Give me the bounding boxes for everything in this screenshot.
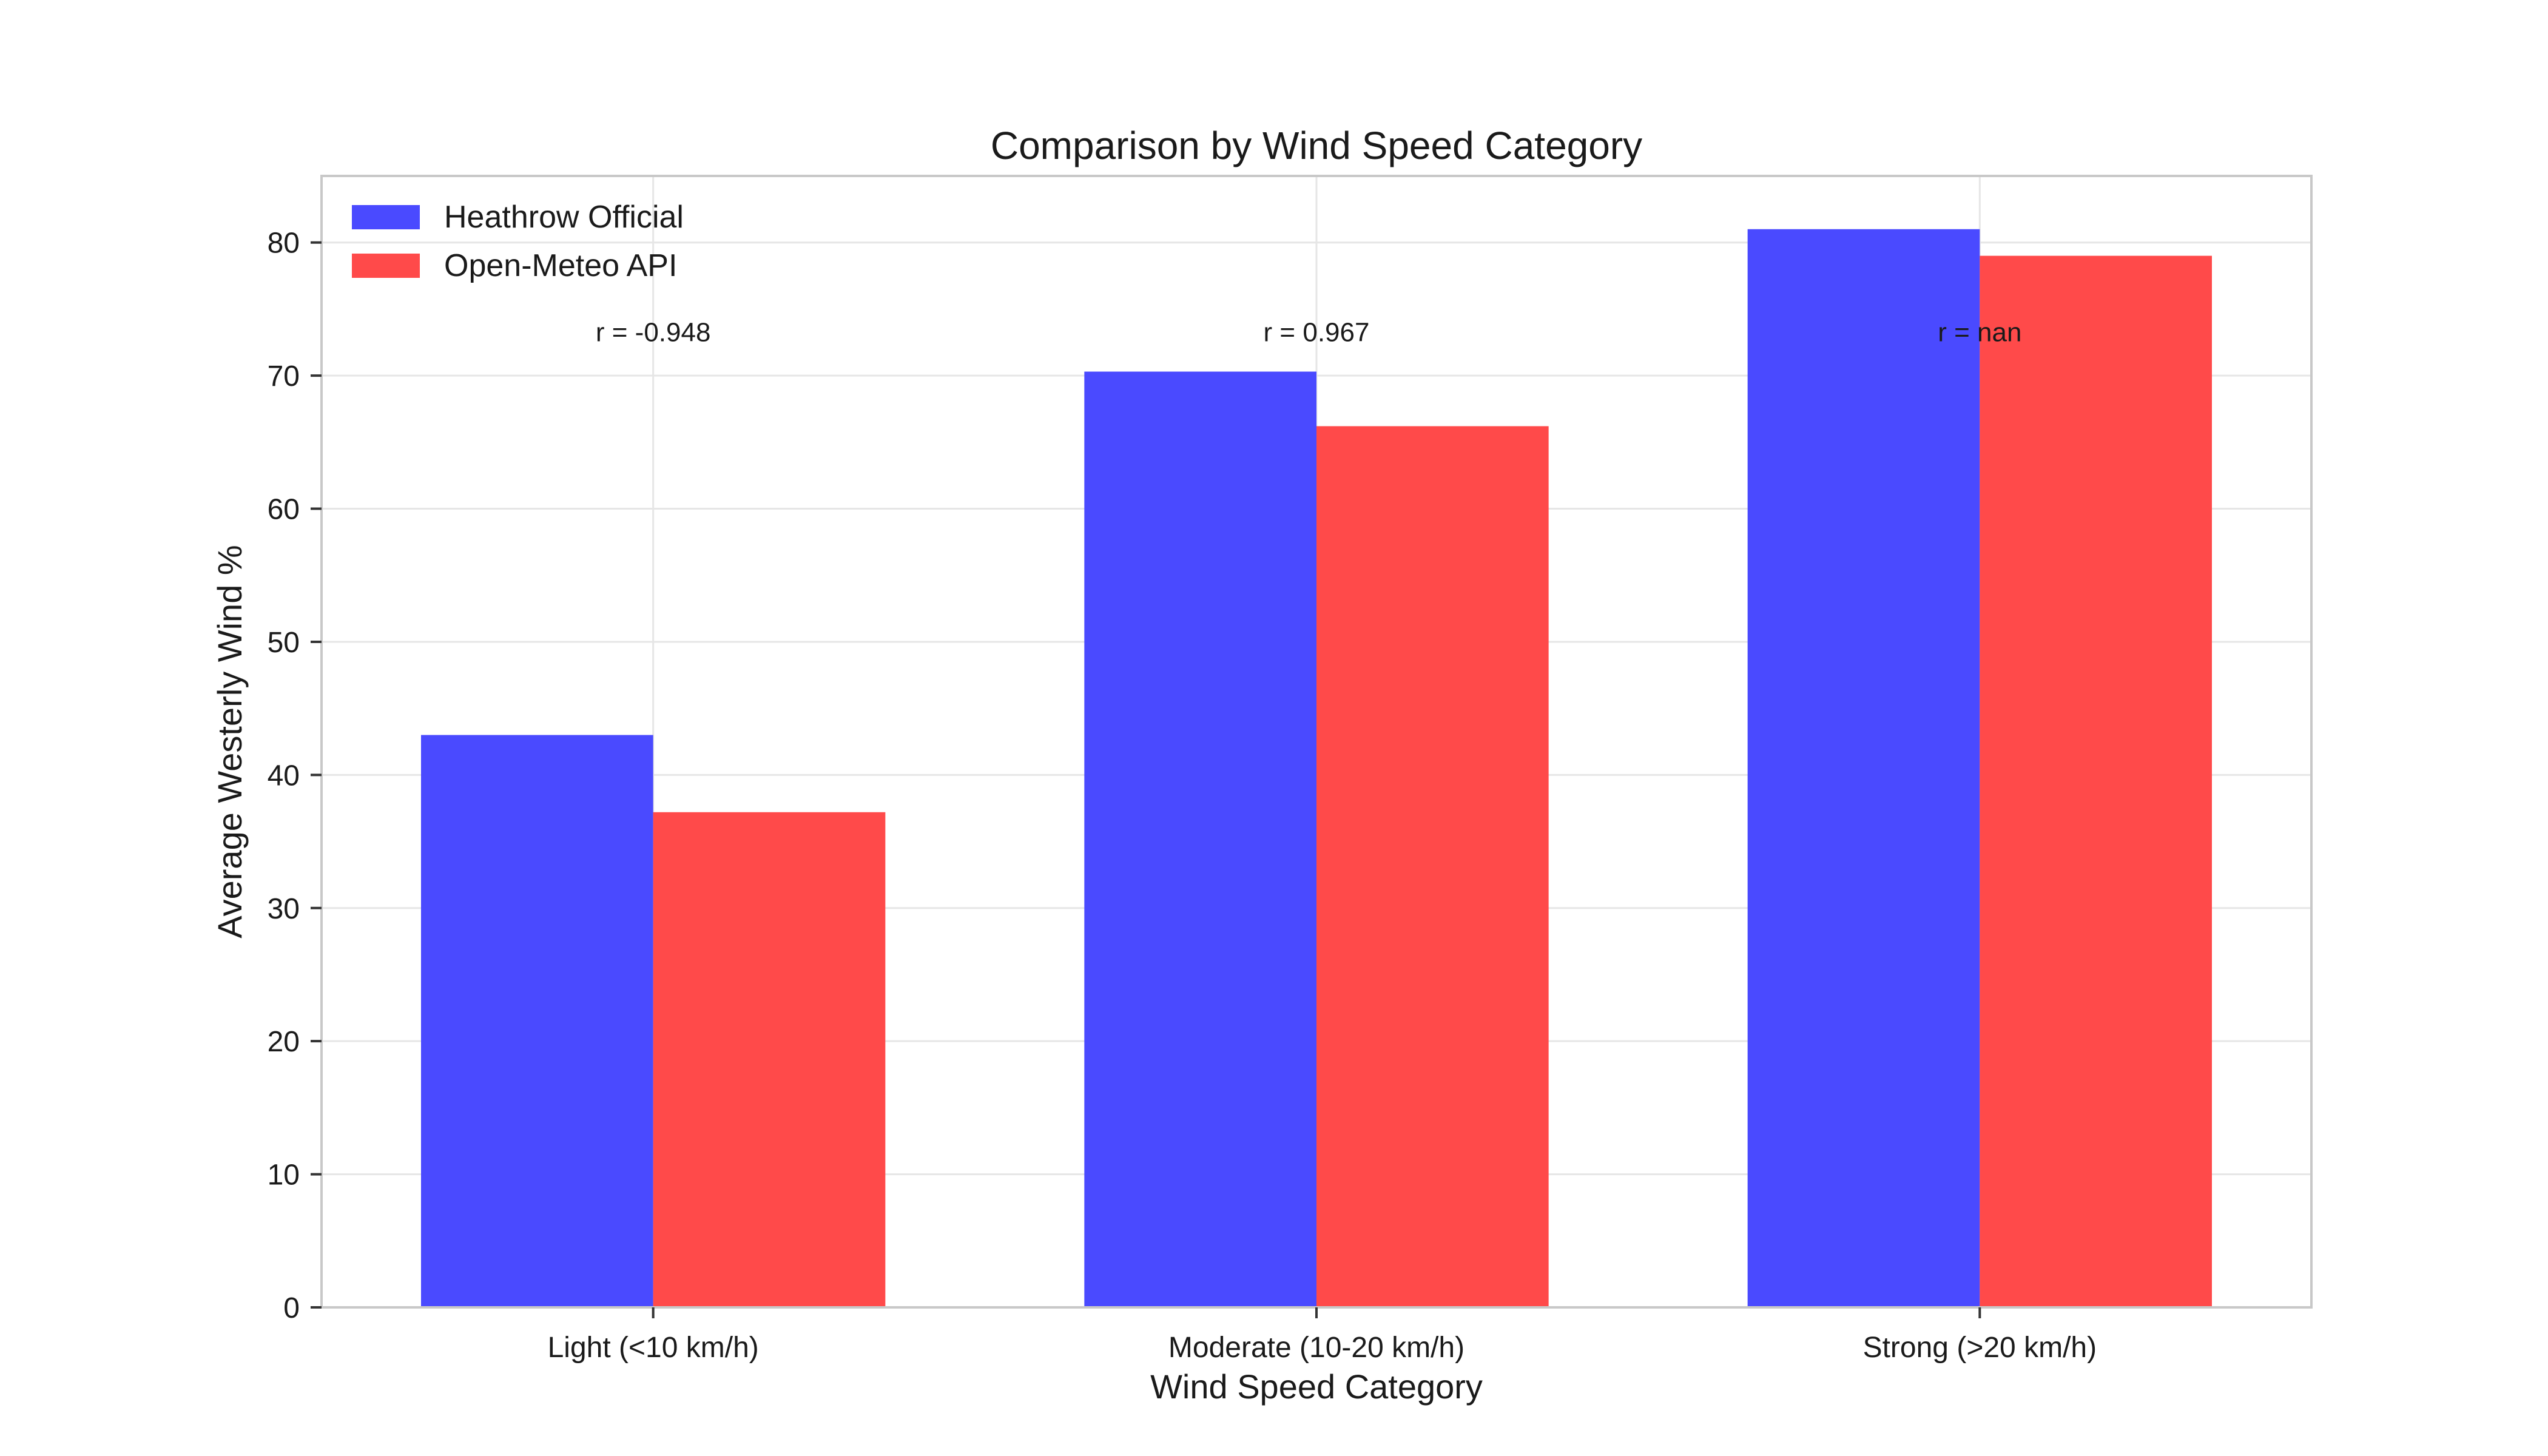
y-tick-label: 30 — [268, 893, 300, 925]
legend: Heathrow Official Open-Meteo API — [352, 200, 684, 283]
bar-open-meteo — [1316, 426, 1549, 1307]
bar-heathrow — [1747, 229, 1980, 1308]
bar-heathrow — [421, 735, 653, 1307]
correlation-annotations: r = -0.948 r = 0.967 r = nan — [596, 318, 2022, 348]
y-tick-label: 60 — [268, 494, 300, 526]
x-tick-label: Light (<10 km/h) — [548, 1332, 759, 1364]
bar-open-meteo — [1980, 255, 2212, 1307]
y-tick-label: 40 — [268, 760, 300, 792]
y-tick-label: 80 — [268, 228, 300, 260]
bar-heathrow — [1084, 371, 1316, 1307]
correlation-label: r = -0.948 — [596, 318, 711, 348]
bars — [421, 229, 2212, 1308]
y-tick-label: 0 — [283, 1292, 300, 1324]
correlation-label: r = nan — [1938, 318, 2021, 348]
y-axis-label: Average Westerly Wind % — [211, 545, 249, 938]
legend-swatch — [352, 205, 420, 229]
x-tick-label: Moderate (10-20 km/h) — [1168, 1332, 1464, 1364]
y-tick-label: 20 — [268, 1026, 300, 1058]
chart-title: Comparison by Wind Speed Category — [991, 124, 1642, 167]
y-tick-label: 70 — [268, 360, 300, 393]
x-tick-label: Strong (>20 km/h) — [1863, 1332, 2097, 1364]
x-axis-label: Wind Speed Category — [1150, 1367, 1483, 1406]
axis-ticks: 0 10 20 30 40 50 60 70 80 Light (<10 km/h) Moderat… — [268, 228, 2097, 1364]
y-tick-label: 50 — [268, 627, 300, 659]
legend-label: Heathrow Official — [444, 200, 684, 235]
y-tick-label: 10 — [268, 1159, 300, 1191]
legend-swatch — [352, 254, 420, 278]
bar-open-meteo — [653, 812, 886, 1307]
correlation-label: r = 0.967 — [1264, 318, 1370, 348]
legend-label: Open-Meteo API — [444, 248, 677, 283]
